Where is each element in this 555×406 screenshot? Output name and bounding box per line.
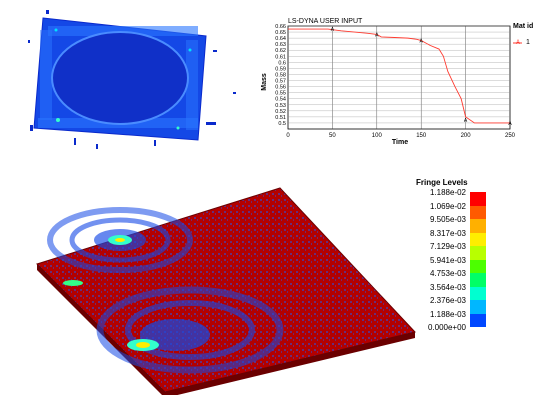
y-tick-label: 0.63 — [275, 42, 286, 48]
chart-legend: Mat id A 1 — [513, 23, 533, 46]
series-marker: A — [331, 27, 335, 33]
y-tick-label: 0.53 — [275, 103, 286, 109]
fringe-level-label: 0.000e+00 — [427, 323, 466, 332]
y-axis-label: Mass — [261, 73, 268, 91]
x-axis-label: Time — [392, 139, 408, 146]
y-tick-label: 0.65 — [275, 30, 286, 36]
fringe-level-label: 1.069e-02 — [429, 201, 466, 211]
y-tick-label: 0.59 — [275, 66, 286, 72]
fringe-color-band — [470, 192, 486, 206]
fringe-color-band — [470, 313, 486, 327]
chart-grid: 0 50 100 150 200 2500.660.650.640.630.620.610… — [275, 24, 515, 139]
y-tick-label: 0.64 — [275, 36, 286, 42]
fringe-color-band — [470, 273, 486, 287]
y-tick-label: 0.56 — [275, 85, 286, 91]
fringe-color-band — [470, 219, 486, 233]
debris-fragments — [28, 10, 236, 149]
y-tick-label: 0.66 — [275, 24, 286, 30]
fringe-level-label: 7.129e-03 — [429, 242, 466, 251]
y-tick-label: 0.51 — [275, 115, 286, 121]
x-tick-label: 50 — [329, 133, 336, 139]
chart-title: LS-DYNA USER INPUT — [288, 18, 363, 25]
legend-value: 1 — [526, 39, 530, 46]
fringe-level-label: 1.188e-03 — [429, 309, 466, 319]
legend-title: Mat id — [513, 23, 533, 30]
fringe-color-band — [470, 246, 486, 260]
fringe-level-label: 8.317e-03 — [429, 228, 466, 238]
chart-series: A A A A A — [288, 27, 512, 127]
y-tick-label: 0.62 — [275, 48, 286, 54]
fringe-color-band — [470, 286, 486, 300]
y-tick-label: 0.6 — [278, 60, 286, 66]
fringe-level-label: 3.564e-03 — [429, 282, 466, 292]
x-tick-label: 100 — [372, 133, 383, 139]
x-tick-label: 200 — [461, 133, 472, 139]
y-tick-label: 0.55 — [275, 91, 286, 97]
fringe-legend-title: Fringe Levels — [416, 178, 468, 187]
fringe-level-label: 5.941e-03 — [429, 255, 466, 265]
fringe-color-band — [470, 232, 486, 246]
fringe-color-band — [470, 205, 486, 219]
fringe-color-band — [470, 259, 486, 273]
y-tick-label: 0.58 — [275, 72, 286, 78]
fringe-legend: Fringe Levels 1.188e-02 1.069e-02 9.505e-0… — [408, 178, 548, 338]
chart-svg: LS-DYNA USER INPUT 0 50 100 150 200 2500.660.… — [261, 18, 533, 146]
plate-iso-edge — [37, 264, 415, 398]
plate-top-view — [28, 10, 248, 160]
legend-marker-label: A — [516, 40, 520, 46]
plate-iso-svg — [36, 187, 416, 398]
plot-frame — [287, 25, 511, 130]
series-marker: A — [464, 118, 468, 124]
y-tick-label: 0.61 — [275, 54, 286, 60]
x-tick-label: 150 — [416, 133, 427, 139]
fringe-level-label: 9.505e-03 — [429, 215, 466, 224]
plate-top-hole — [51, 31, 189, 125]
mass-time-chart: LS-DYNA USER INPUT 0 50 100 150 200 250 0.66 0.… — [260, 12, 545, 147]
y-tick-label: 0.57 — [275, 79, 286, 85]
series-marker: A — [375, 32, 379, 38]
fringe-color-band — [470, 300, 486, 314]
plate-top-svg — [28, 10, 236, 149]
fringe-level-label: 1.188e-02 — [429, 188, 466, 197]
impact-hotspots — [63, 235, 159, 351]
x-tick-label: 0 — [286, 133, 290, 139]
series-marker: A — [420, 39, 424, 45]
plate-iso-view — [25, 180, 425, 398]
series-marker: A — [508, 121, 512, 127]
y-tick-label: 0.5 — [278, 121, 286, 127]
y-tick-label: 0.52 — [275, 109, 286, 115]
series-line — [288, 28, 510, 124]
y-tick-label: 0.54 — [275, 97, 286, 103]
fringe-level-label: 4.753e-03 — [429, 269, 466, 278]
x-tick-label: 250 — [505, 133, 516, 139]
fringe-level-label: 2.376e-03 — [429, 296, 466, 305]
